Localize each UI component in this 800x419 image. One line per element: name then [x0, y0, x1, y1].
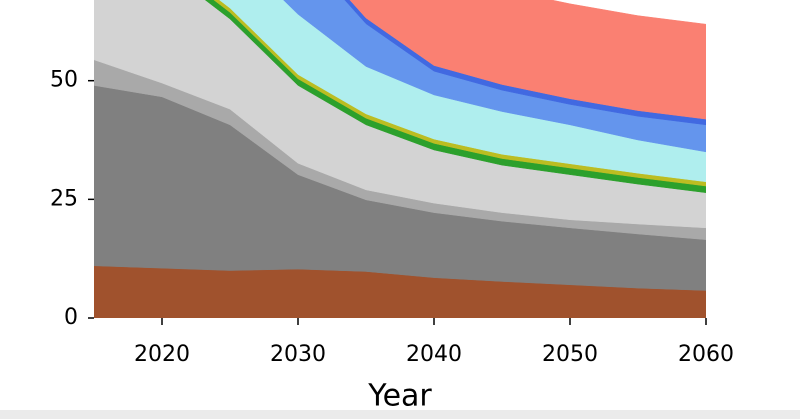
- x-tick-label: 2050: [542, 342, 598, 367]
- ui-strip: [0, 410, 800, 419]
- y-tick-label: 0: [64, 305, 78, 330]
- area: [349, 0, 706, 120]
- x-axis-label: Year: [367, 379, 432, 414]
- plot-area: [94, 0, 706, 318]
- x-tick-label: 2030: [270, 342, 326, 367]
- x-tick-label: 2020: [134, 342, 190, 367]
- x-tick-label: 2060: [678, 342, 734, 367]
- y-tick-label: 25: [50, 186, 78, 211]
- y-tick-label: 50: [50, 68, 78, 93]
- x-tick-label: 2040: [406, 342, 462, 367]
- area: [283, 0, 706, 153]
